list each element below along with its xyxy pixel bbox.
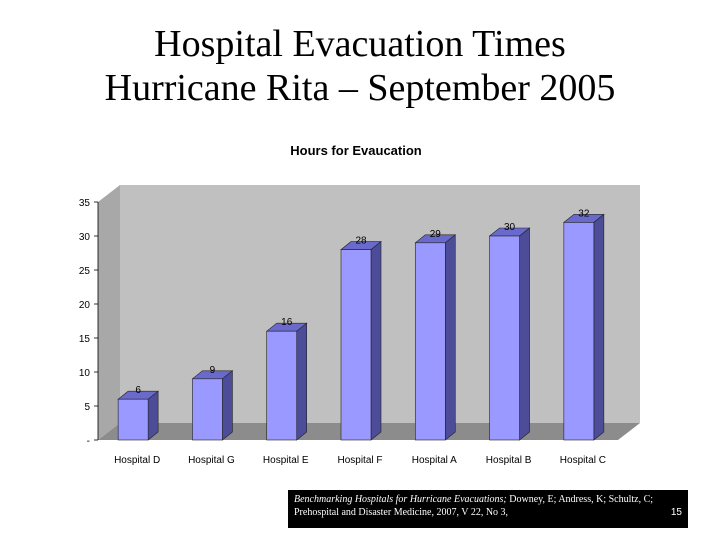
bar-side (444, 234, 456, 441)
y-tick-label: 5 (84, 402, 90, 413)
bar (340, 249, 372, 441)
y-tick-label: 15 (79, 334, 91, 345)
bar-value-label: 29 (430, 229, 442, 240)
y-tick-label: 25 (79, 266, 91, 277)
bar-value-label: 28 (355, 236, 367, 247)
slide-title: Hospital Evacuation Times Hurricane Rita… (0, 22, 720, 110)
chart-title: Hours for Evaucation (290, 143, 422, 158)
bar (192, 378, 223, 441)
bar-side (222, 370, 233, 441)
y-tick-label: 20 (79, 300, 91, 311)
bar-side (147, 390, 159, 441)
bar (266, 330, 298, 441)
y-tick-label: 35 (79, 198, 91, 209)
slide-title-line-2: Hurricane Rita – September 2005 (104, 67, 616, 109)
bar-value-label: 16 (281, 317, 293, 328)
x-category-label: Hospital C (560, 455, 606, 466)
bar-value-label: 6 (135, 385, 141, 396)
citation-journal: Prehospital and Disaster Medicine, 2007,… (294, 507, 509, 518)
bar-value-label: 32 (578, 208, 590, 219)
bar-side (296, 322, 308, 441)
slide-title-line-1: Hospital Evacuation Times (154, 23, 566, 65)
citation-authors: Downey, E; Andress, K; Schultz, C; (506, 494, 654, 505)
x-category-label: Hospital B (486, 455, 532, 466)
y-tick-label: - (87, 436, 90, 447)
x-category-label: Hospital A (412, 455, 457, 466)
y-tick-label: 30 (79, 232, 91, 243)
bar-value-label: 30 (504, 222, 516, 233)
bar (117, 398, 149, 441)
citation-box: Benchmarking Hospitals for Hurricane Eva… (288, 490, 688, 528)
x-category-label: Hospital E (263, 455, 309, 466)
page-number: 15 (670, 507, 682, 518)
bar-side (519, 227, 530, 441)
chart-side-wall (98, 185, 120, 440)
bar (563, 222, 595, 441)
bar (414, 242, 446, 441)
citation-title: Benchmarking Hospitals for Hurricane Eva… (294, 494, 507, 505)
bar-side (593, 213, 605, 441)
x-category-label: Hospital G (188, 455, 235, 466)
bar-side (370, 240, 382, 441)
x-category-label: Hospital D (114, 455, 160, 466)
bar-value-label: 9 (210, 365, 216, 376)
bar (489, 235, 520, 441)
x-category-label: Hospital F (337, 455, 382, 466)
y-tick-label: 10 (79, 368, 91, 379)
evacuation-bar-chart: Hours for Evaucation - 5 10 15 20 25 30 35 6 Hosp… (79, 143, 640, 466)
